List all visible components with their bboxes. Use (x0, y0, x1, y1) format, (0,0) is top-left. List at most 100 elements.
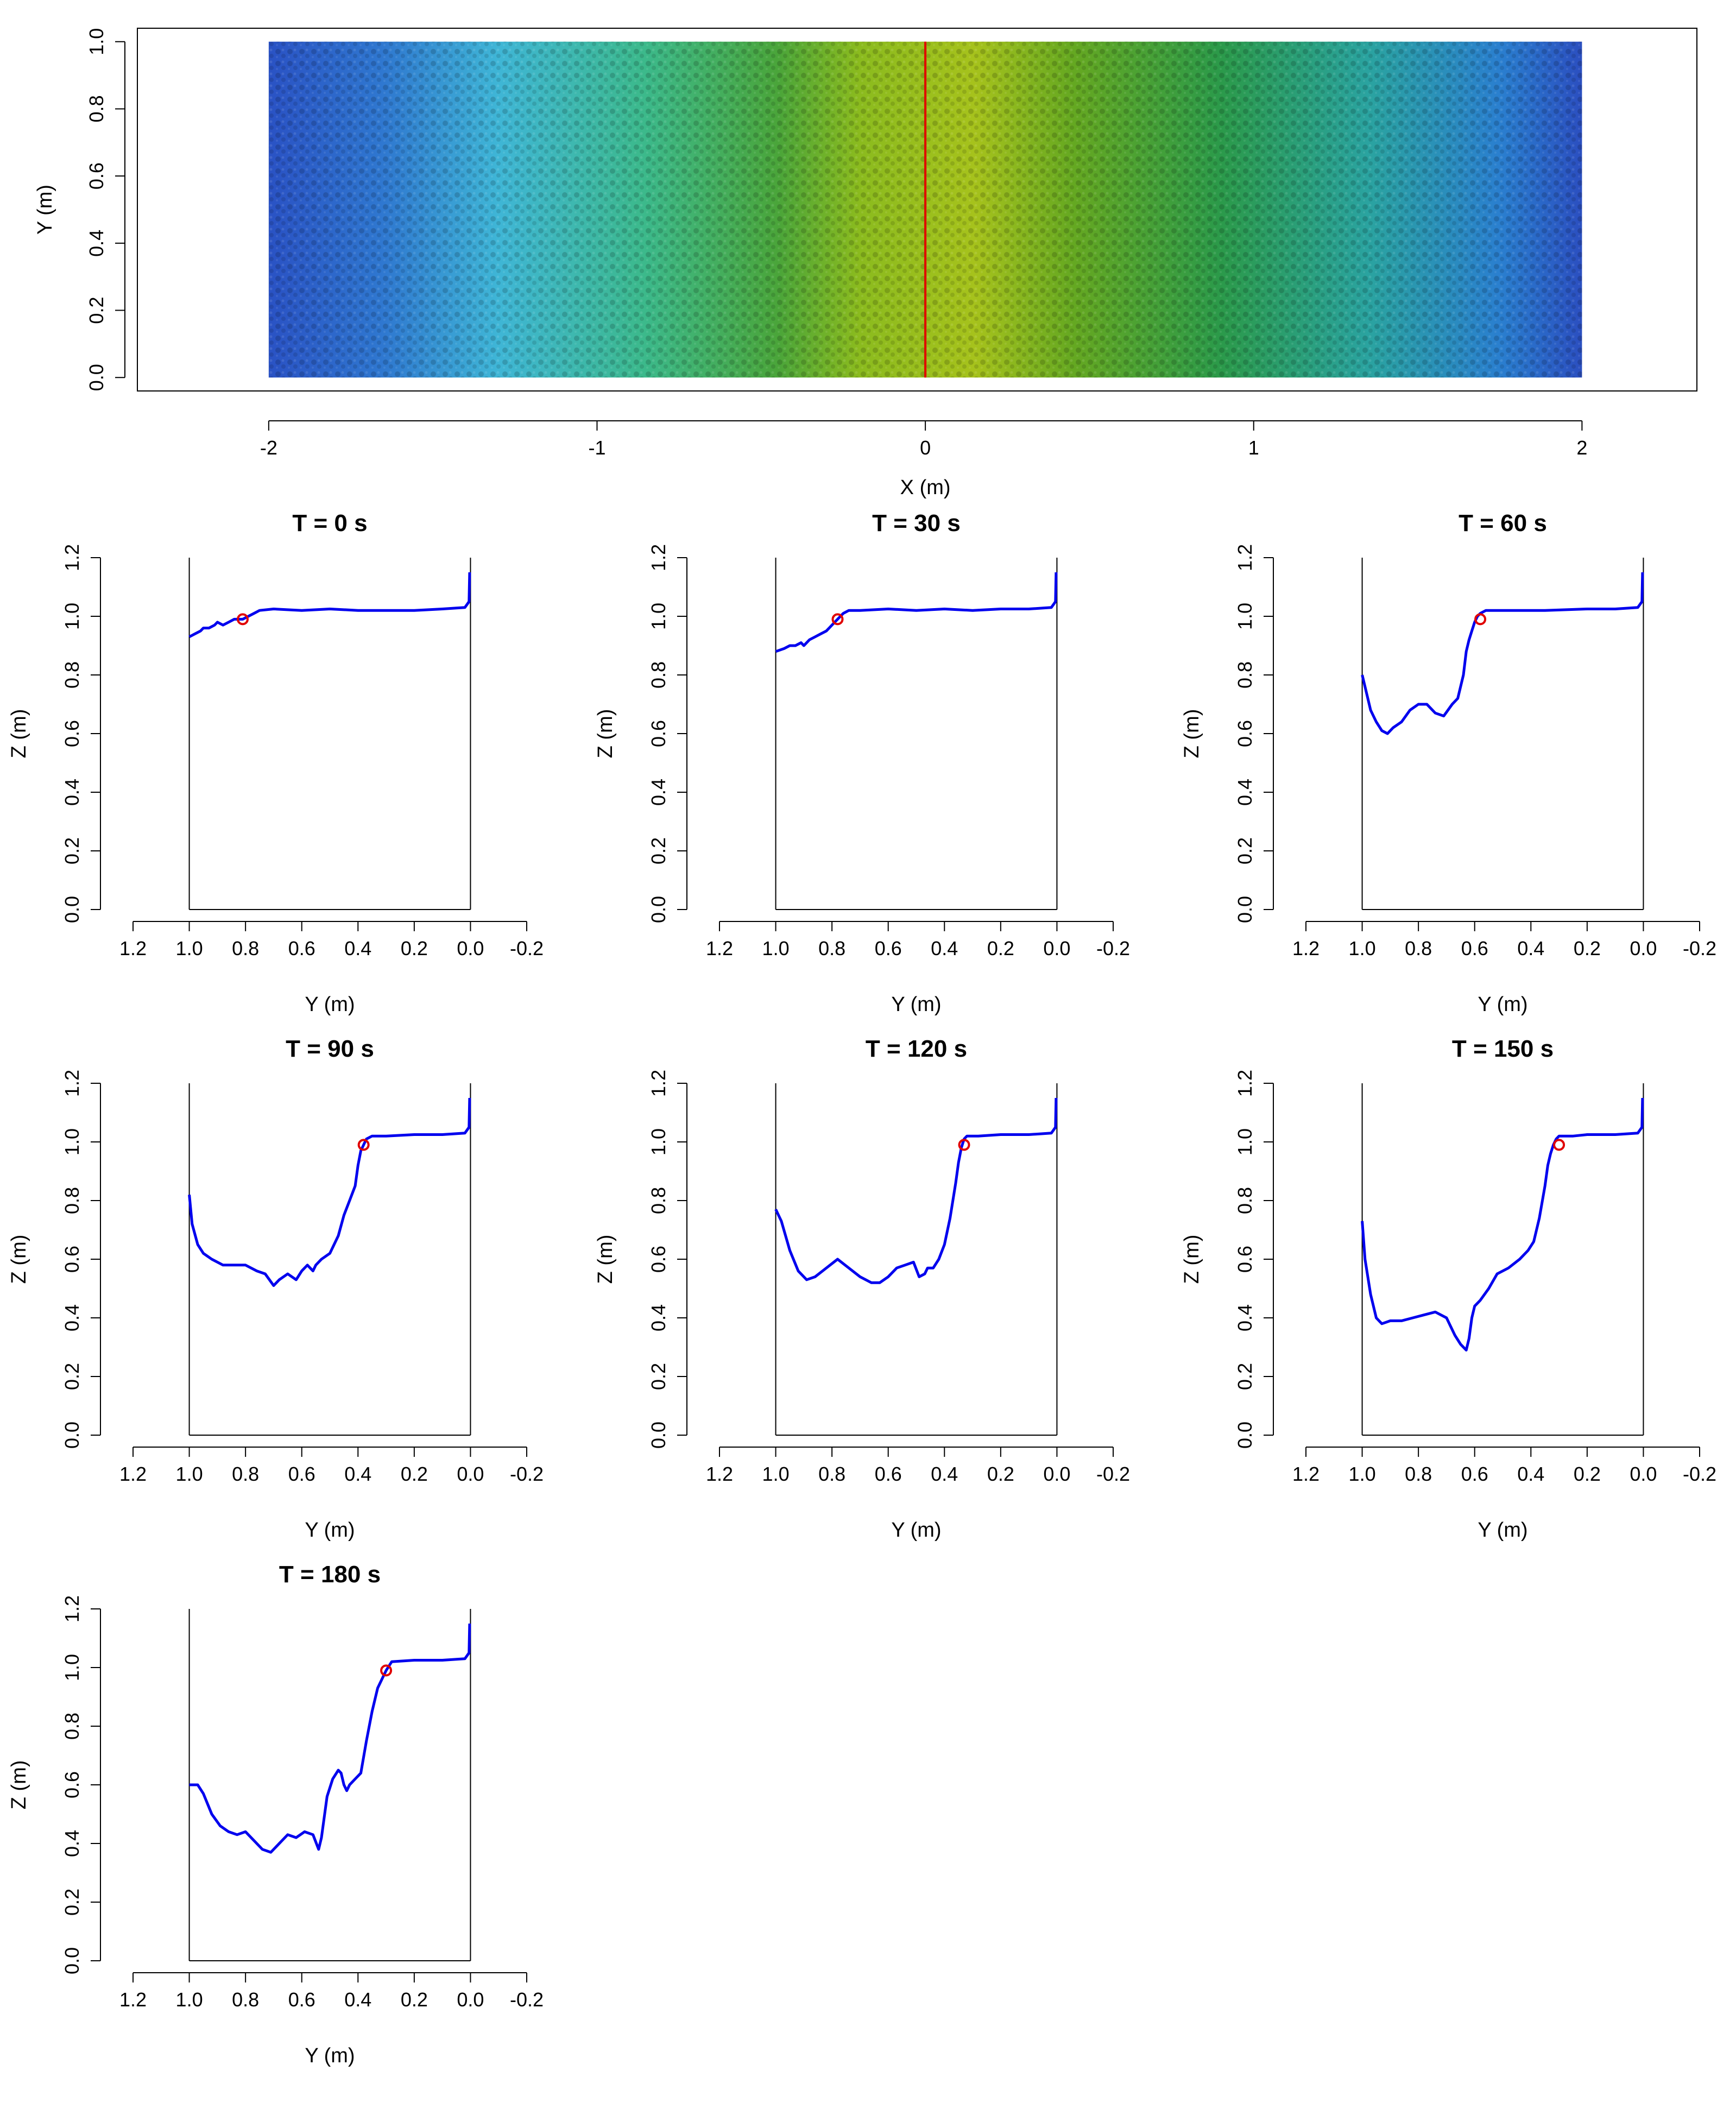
y-tick-label: 0.2 (1234, 1363, 1256, 1390)
x-axis-label: Y (m) (305, 2044, 355, 2067)
water-edge-marker (1553, 1139, 1565, 1151)
y-axis-label: Z (m) (8, 1235, 30, 1284)
y-tick-label: 0.2 (647, 1363, 670, 1390)
y-tick-label: 1.2 (647, 1070, 670, 1097)
water-edge-marker (831, 613, 844, 626)
x-tick-label: 0.2 (987, 1463, 1014, 1485)
x-tick-label: 1.0 (1349, 1463, 1376, 1485)
profile-line (1361, 1097, 1644, 1352)
water-edge-marker (958, 1139, 970, 1151)
x-tick-label: 0.2 (401, 1988, 428, 2011)
profile-line (774, 1097, 1058, 1284)
y-tick-label: 0.0 (61, 896, 83, 923)
profile-line (189, 1623, 471, 1854)
x-tick-label: 1.0 (176, 1988, 203, 2011)
x-tick-label: 0.0 (1630, 937, 1657, 959)
map-x-axis-label: X (m) (900, 476, 951, 499)
y-axis-label: Z (m) (1181, 709, 1203, 759)
x-tick-label: 1.0 (1349, 937, 1376, 959)
y-axis-label: Z (m) (8, 709, 30, 759)
y-tick-label: 0.2 (1234, 837, 1256, 864)
panel-title: T = 60 s (1459, 510, 1547, 536)
profile-panel-p0: T = 0 s 1.2 1.0 0.8 0.6 0.4 0.2 0.0 -0.2 Y (m) 0.0… (8, 510, 544, 1016)
map-y-tick-label: 1.0 (85, 28, 108, 55)
y-tick-label: 1.2 (61, 544, 83, 571)
profile-panel-p30: T = 30 s 1.2 1.0 0.8 0.6 0.4 0.2 0.0 -0.2 Y (m) 0.… (594, 510, 1130, 1016)
map-y-tick-label: 0.8 (85, 95, 108, 122)
x-tick-label: 0.2 (1574, 1463, 1601, 1485)
y-tick-label: 0.8 (1234, 1187, 1256, 1214)
x-tick-label: 0.8 (232, 937, 259, 959)
x-tick-label: 0.6 (1461, 1463, 1488, 1485)
x-tick-label: -0.2 (510, 1988, 544, 2011)
y-tick-label: 1.0 (1234, 1128, 1256, 1155)
x-tick-label: 0.6 (875, 937, 902, 959)
y-tick-label: 0.6 (61, 1246, 83, 1273)
y-tick-label: 0.4 (647, 1304, 670, 1331)
y-tick-label: 0.8 (61, 1713, 83, 1740)
x-tick-label: 0.6 (288, 1463, 315, 1485)
x-tick-label: 0.4 (1517, 1463, 1544, 1485)
y-tick-label: 0.4 (647, 779, 670, 806)
x-tick-label: 0.8 (232, 1463, 259, 1485)
x-tick-label: -0.2 (1096, 1463, 1130, 1485)
x-tick-label: 0.4 (1517, 937, 1544, 959)
y-tick-label: 0.8 (647, 1187, 670, 1214)
x-tick-label: 0.2 (1574, 937, 1601, 959)
x-tick-label: 0.0 (1630, 1463, 1657, 1485)
y-axis-label: Z (m) (8, 1760, 30, 1810)
y-tick-label: 1.2 (61, 1595, 83, 1622)
x-tick-label: 0.0 (1043, 937, 1070, 959)
x-axis-label: Y (m) (1478, 1519, 1527, 1542)
x-tick-label: 0.4 (931, 937, 958, 959)
y-tick-label: 1.2 (61, 1070, 83, 1097)
y-tick-label: 0.8 (61, 661, 83, 689)
x-tick-label: 0.6 (288, 1988, 315, 2011)
x-tick-label: 0.4 (344, 1988, 371, 2011)
x-tick-label: 1.2 (119, 937, 147, 959)
x-tick-label: 1.2 (706, 937, 733, 959)
profile-panel-p120: T = 120 s 1.2 1.0 0.8 0.6 0.4 0.2 0.0 -0.2 Y (m) 0… (594, 1035, 1130, 1542)
y-tick-label: 0.8 (647, 661, 670, 689)
profile-panel-p180: T = 180 s 1.2 1.0 0.8 0.6 0.4 0.2 0.0 -0.2 Y (m) 0… (8, 1561, 544, 2067)
y-tick-label: 0.6 (1234, 1246, 1256, 1273)
x-tick-label: 0.0 (457, 1463, 484, 1485)
x-tick-label: 0.0 (457, 1988, 484, 2011)
panel-title: T = 180 s (279, 1561, 381, 1588)
profile-panel-p90: T = 90 s 1.2 1.0 0.8 0.6 0.4 0.2 0.0 -0.2 Y (m) 0.… (8, 1035, 544, 1542)
x-tick-label: 0.8 (232, 1988, 259, 2011)
y-tick-label: 0.0 (1234, 896, 1256, 923)
y-tick-label: 0.6 (61, 720, 83, 747)
y-tick-label: 1.0 (61, 1654, 83, 1681)
profile-line (775, 572, 1058, 653)
x-tick-label: 1.2 (1292, 937, 1320, 959)
water-edge-marker (357, 1139, 370, 1151)
x-tick-label: 0.4 (344, 1463, 371, 1485)
y-tick-label: 0.0 (647, 1422, 670, 1449)
x-axis-label: Y (m) (891, 993, 941, 1016)
x-tick-label: 1.2 (706, 1463, 733, 1485)
x-tick-label: 0.6 (875, 1463, 902, 1485)
y-tick-label: 1.2 (1234, 1070, 1256, 1097)
x-tick-label: 0.6 (1461, 937, 1488, 959)
water-edge-marker (380, 1664, 393, 1677)
x-tick-label: -0.2 (510, 937, 544, 959)
y-tick-label: 1.2 (647, 544, 670, 571)
map-x-tick-label: 0 (920, 437, 931, 459)
map-y-tick-label: 0.2 (85, 297, 108, 324)
profile-line (188, 1097, 471, 1287)
x-tick-label: 1.0 (762, 937, 790, 959)
y-tick-label: 0.2 (61, 837, 83, 864)
y-tick-label: 0.0 (647, 896, 670, 923)
y-tick-label: 0.6 (1234, 720, 1256, 747)
map-y-axis-label: Y (m) (34, 185, 56, 235)
profile-line (1361, 572, 1644, 735)
y-tick-label: 0.2 (61, 1363, 83, 1390)
map-x-tick-label: -1 (588, 437, 605, 459)
y-tick-label: 0.2 (647, 837, 670, 864)
y-tick-label: 0.4 (1234, 1304, 1256, 1331)
y-tick-label: 0.4 (1234, 779, 1256, 806)
y-axis-label: Z (m) (594, 1235, 617, 1284)
y-tick-label: 0.0 (61, 1947, 83, 1974)
x-tick-label: 0.2 (987, 937, 1014, 959)
